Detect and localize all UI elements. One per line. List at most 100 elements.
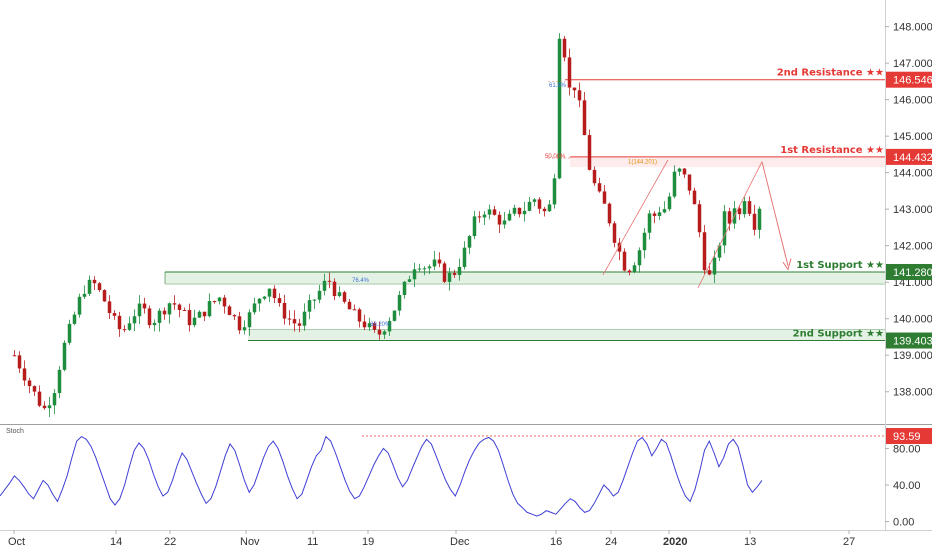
candle xyxy=(597,177,602,193)
fib-label: 61.8% xyxy=(549,83,567,89)
candle xyxy=(307,294,312,320)
candle xyxy=(302,303,307,331)
candle xyxy=(752,204,757,236)
candle xyxy=(367,317,372,331)
resistance-zone-1 xyxy=(570,156,885,168)
price-tick-label: 146.000 xyxy=(893,95,932,107)
candle xyxy=(342,290,347,304)
price-tick-label: 142.000 xyxy=(893,241,932,253)
candle xyxy=(602,184,607,204)
price-tick-label: 140.000 xyxy=(893,314,932,326)
candle xyxy=(382,329,387,340)
price-tick-label: 148.000 xyxy=(893,22,932,34)
candle xyxy=(652,211,657,224)
candle xyxy=(77,293,82,318)
candle xyxy=(157,308,162,332)
support-zones xyxy=(165,156,885,341)
candle xyxy=(657,206,662,220)
candle xyxy=(257,298,262,312)
candle xyxy=(132,309,137,332)
candle xyxy=(582,92,587,136)
candle xyxy=(522,201,527,222)
time-tick-label: 22 xyxy=(164,536,176,548)
time-tick-label: 27 xyxy=(843,536,855,548)
candle xyxy=(162,307,167,320)
candle xyxy=(262,296,267,301)
candle xyxy=(447,267,452,291)
stochastic-pane: Stoch xyxy=(0,428,885,517)
candle xyxy=(397,290,402,316)
candle xyxy=(402,280,407,299)
candle xyxy=(647,210,652,240)
candle xyxy=(197,310,202,319)
candle xyxy=(492,205,497,216)
candle xyxy=(237,311,242,335)
candle xyxy=(12,350,17,357)
candle xyxy=(672,165,677,199)
svg-text:144.432: 144.432 xyxy=(893,152,932,164)
stoch-tick-label: 40.00 xyxy=(893,480,921,492)
candle xyxy=(232,314,237,320)
candle xyxy=(72,311,77,326)
candle xyxy=(247,309,252,336)
stoch-title: Stoch xyxy=(6,428,24,435)
candle xyxy=(287,310,292,326)
stoch-tick-label: 0.00 xyxy=(893,517,914,529)
fib-extension-line xyxy=(697,161,763,288)
candle xyxy=(417,263,422,272)
candle xyxy=(242,320,247,335)
candle xyxy=(497,211,502,233)
stoch-tick-label: 80.00 xyxy=(893,443,921,455)
price-tick-label: 145.000 xyxy=(893,131,932,143)
svg-text:139.403: 139.403 xyxy=(893,336,932,348)
candle xyxy=(167,302,172,324)
candle xyxy=(57,366,62,399)
candle xyxy=(147,305,152,329)
candle xyxy=(542,206,547,217)
candle xyxy=(37,385,42,408)
price-tick-label: 147.000 xyxy=(893,58,932,70)
candle xyxy=(452,269,457,278)
candle xyxy=(392,310,397,322)
candle xyxy=(357,307,362,328)
candle xyxy=(702,225,707,275)
candle xyxy=(747,196,752,216)
time-tick-label: 19 xyxy=(362,536,374,548)
stoch-axis[interactable]: 80.00 40.00 0.00 93.59 xyxy=(885,428,932,529)
candle xyxy=(172,295,177,310)
candle xyxy=(272,285,277,304)
candle xyxy=(282,294,287,325)
time-axis[interactable]: Oct 14 22 Nov 11 19 Dec 16 24 2020 13 27 xyxy=(8,530,855,548)
candle xyxy=(187,303,192,332)
candle xyxy=(217,297,222,305)
candle xyxy=(437,252,442,268)
candle xyxy=(567,48,572,96)
level-label: 2nd Support ★★ xyxy=(793,329,884,340)
candle xyxy=(82,285,87,299)
candle xyxy=(697,200,702,238)
candle xyxy=(527,196,532,212)
price-axis[interactable]: 148.000 147.000 146.000 145.000 144.000 143.0… xyxy=(885,22,932,399)
candle xyxy=(677,167,682,176)
svg-text:93.59: 93.59 xyxy=(893,431,921,443)
time-tick-label: 24 xyxy=(605,536,617,548)
candle xyxy=(42,401,47,410)
candle xyxy=(22,360,27,386)
price-tick-label: 141.000 xyxy=(893,277,932,289)
candle xyxy=(337,286,342,298)
candle xyxy=(627,269,632,276)
candle xyxy=(562,35,567,62)
candle xyxy=(432,250,437,270)
price-candles xyxy=(12,33,762,417)
candle xyxy=(227,304,232,316)
candle xyxy=(87,275,92,297)
candle xyxy=(592,166,597,186)
time-tick-label: Oct xyxy=(8,536,25,548)
candle xyxy=(422,266,427,276)
candle xyxy=(17,351,22,374)
fib-extension-line xyxy=(602,159,669,276)
level-badge: 139.403 xyxy=(886,332,932,349)
forecast-arrow xyxy=(761,161,789,266)
fib-label: 76.4% xyxy=(352,278,370,284)
